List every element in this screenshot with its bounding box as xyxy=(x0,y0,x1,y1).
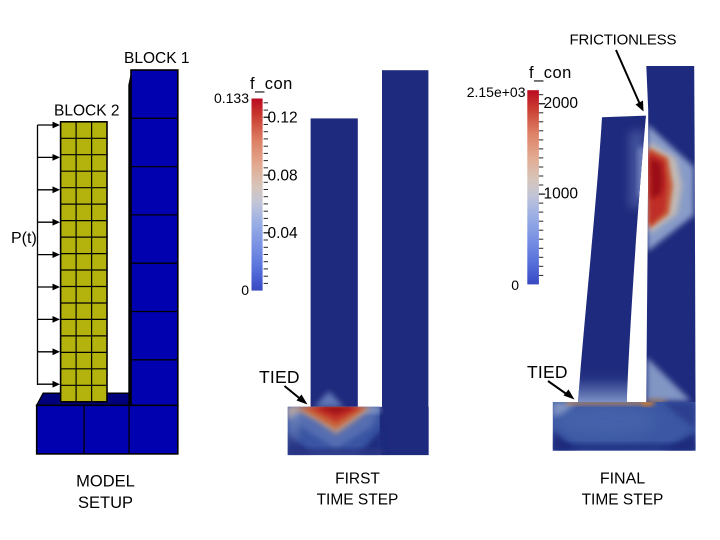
svg-text:TIME STEP: TIME STEP xyxy=(582,492,664,509)
svg-text:0.04: 0.04 xyxy=(268,225,299,242)
svg-text:2000: 2000 xyxy=(544,95,579,112)
svg-text:BLOCK 2: BLOCK 2 xyxy=(54,103,119,120)
svg-text:0.12: 0.12 xyxy=(268,110,298,127)
svg-text:FIRST: FIRST xyxy=(335,471,380,488)
svg-text:0.08: 0.08 xyxy=(268,167,298,184)
svg-text:BLOCK 1: BLOCK 1 xyxy=(124,50,189,67)
svg-text:P(t): P(t) xyxy=(11,230,37,247)
svg-text:TIED: TIED xyxy=(527,362,568,382)
svg-text:FRICTIONLESS: FRICTIONLESS xyxy=(570,32,677,49)
svg-text:1000: 1000 xyxy=(544,186,579,203)
svg-text:f_con: f_con xyxy=(529,64,572,82)
svg-text:SETUP: SETUP xyxy=(78,494,133,512)
svg-text:2.15e+03: 2.15e+03 xyxy=(467,84,526,100)
svg-text:0.133: 0.133 xyxy=(214,90,249,106)
svg-text:0: 0 xyxy=(511,277,519,293)
svg-text:TIME STEP: TIME STEP xyxy=(317,492,399,509)
svg-text:0: 0 xyxy=(241,282,249,298)
svg-text:MODEL: MODEL xyxy=(76,473,135,491)
svg-text:FINAL: FINAL xyxy=(600,471,645,488)
svg-text:TIED: TIED xyxy=(259,367,300,387)
svg-text:f_con: f_con xyxy=(250,75,293,93)
